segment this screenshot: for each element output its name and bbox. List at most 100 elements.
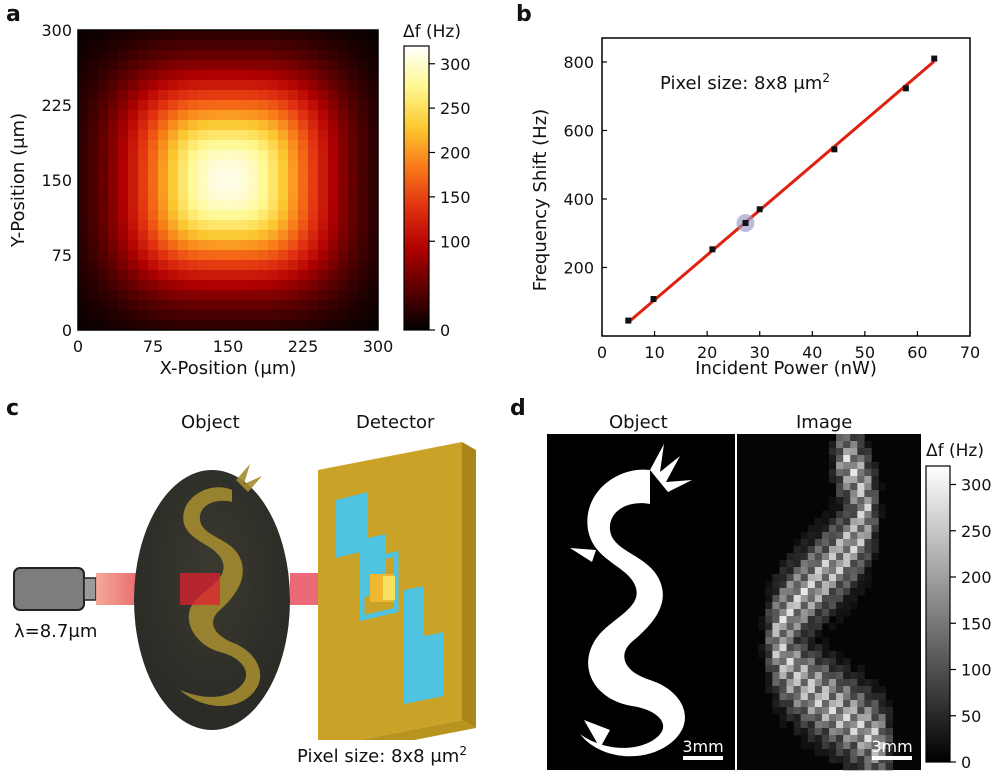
image-pixel (829, 658, 837, 666)
image-pixel (836, 497, 844, 505)
heatmap-cell (258, 190, 269, 201)
image-pixel (843, 455, 851, 463)
image-pixel (807, 679, 816, 687)
heatmap-cell (228, 220, 239, 231)
heatmap-cell (368, 240, 379, 251)
image-pixel (843, 763, 851, 771)
heatmap-cell (128, 90, 139, 101)
image-pixel (807, 525, 816, 533)
heatmap-cell (228, 320, 239, 331)
heatmap-cell (128, 60, 139, 71)
image-pixel (821, 742, 830, 750)
heatmap-cell (148, 100, 159, 111)
image-pixel (807, 630, 816, 638)
image-pixel (786, 630, 794, 638)
heatmap-cell (158, 90, 169, 101)
heatmap-cell (328, 70, 339, 81)
heatmap-cell (118, 110, 129, 121)
heatmap-cell (148, 270, 159, 281)
image-pixel (814, 616, 823, 624)
laser-source-icon (13, 567, 97, 611)
y-tick-label: 800 (563, 53, 594, 72)
image-pixel (800, 672, 809, 680)
image-pixel (878, 728, 886, 736)
heatmap-cell (128, 280, 139, 291)
image-pixel (843, 434, 851, 442)
heatmap-cell (288, 110, 299, 121)
heatmap-cell (178, 250, 189, 261)
heatmap-cell (208, 130, 219, 141)
image-pixel (843, 686, 851, 694)
heatmap-cell (338, 160, 349, 171)
heatmap-cell (188, 50, 199, 61)
heatmap-cell (128, 210, 139, 221)
image-pixel (850, 504, 858, 512)
y-tick-label: 400 (563, 190, 594, 209)
heatmap-cell (198, 130, 209, 141)
heatmap-cell (228, 140, 239, 151)
image-pixel (864, 707, 872, 715)
image-pixel (871, 511, 879, 519)
heatmap-cell (338, 210, 349, 221)
heatmap-cell (348, 290, 359, 301)
heatmap-cell (328, 210, 339, 221)
heatmap-cell (138, 110, 149, 121)
heatmap-cell (98, 170, 109, 181)
heatmap-cell (298, 100, 309, 111)
colorbar-d-tick-label: 0 (961, 753, 971, 772)
image-pixel (871, 490, 879, 498)
image-pixel (779, 651, 787, 659)
image-pixel (836, 525, 844, 533)
image-pixel (807, 693, 816, 701)
heatmap-cell (118, 90, 129, 101)
heatmap-cell (278, 160, 289, 171)
heatmap-cell (288, 230, 299, 241)
heatmap-cell (198, 70, 209, 81)
heatmap-cell (318, 190, 329, 201)
image-pixel (765, 588, 773, 596)
heatmap-cell (108, 50, 119, 61)
image-pixel (836, 707, 844, 715)
heatmap-cell (148, 170, 159, 181)
heatmap-cell (368, 290, 379, 301)
heatmap-cell (328, 130, 339, 141)
image-pixel (814, 518, 823, 526)
image-pixel (850, 735, 858, 743)
data-point (756, 206, 763, 213)
heatmap-cell (268, 310, 279, 321)
heatmap-cell (228, 300, 239, 311)
heatmap-cell (108, 120, 119, 131)
heatmap-cell (138, 90, 149, 101)
heatmap-cell (128, 70, 139, 81)
image-pixel (800, 546, 809, 554)
heatmap-cell (168, 250, 179, 261)
image-pixel (836, 546, 844, 554)
heatmap-cell (148, 80, 159, 91)
heatmap-cell (148, 310, 159, 321)
image-pixel (857, 567, 865, 575)
heatmap-cell (98, 160, 109, 171)
heatmap-cell (288, 40, 299, 51)
heatmap-cell (328, 90, 339, 101)
heatmap-cell (258, 270, 269, 281)
heatmap-cell (258, 30, 269, 41)
image-pixel (857, 588, 865, 596)
image-pixel (800, 630, 809, 638)
heatmap-cell (138, 210, 149, 221)
image-pixel (871, 742, 879, 750)
heatmap-cell (208, 50, 219, 61)
heatmap-cell (208, 240, 219, 251)
heatmap-cell (298, 190, 309, 201)
heatmap-cell (288, 120, 299, 131)
heatmap-cell (288, 280, 299, 291)
image-pixel (836, 581, 844, 589)
image-pixel (829, 553, 837, 561)
image-pixel (821, 602, 830, 610)
image-pixel (836, 476, 844, 484)
heatmap-cell (78, 300, 89, 311)
image-pixel (807, 588, 816, 596)
heatmap-cell (208, 200, 219, 211)
image-pixel (836, 504, 844, 512)
heatmap-cell (298, 80, 309, 91)
heatmap-cell (98, 240, 109, 251)
